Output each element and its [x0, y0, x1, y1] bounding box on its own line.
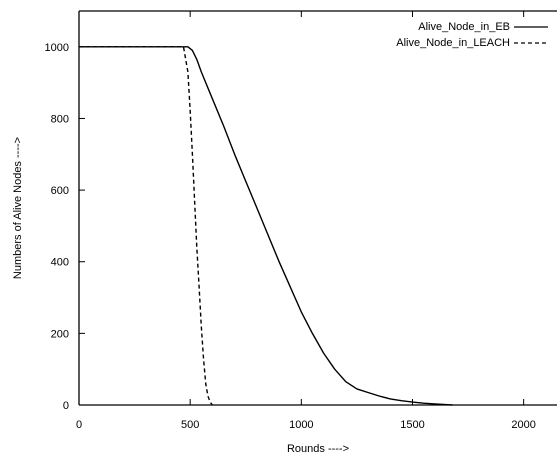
- x-tick-label: 500: [181, 419, 199, 431]
- y-tick-label: 0: [63, 400, 69, 412]
- y-tick-label: 1000: [45, 42, 69, 54]
- legend-label-eb: Alive_Node_in_EB: [418, 21, 510, 33]
- x-tick-label: 2000: [511, 419, 535, 431]
- x-axis-label: Rounds ---->: [287, 443, 349, 455]
- y-tick-label: 800: [51, 113, 69, 125]
- legend-label-leach: Alive_Node_in_LEACH: [396, 37, 510, 49]
- y-tick-label: 200: [51, 328, 69, 340]
- y-axis-label: Numbers of Alive Nodes ---->: [12, 137, 24, 279]
- y-tick-label: 600: [51, 185, 69, 197]
- y-tick-label: 400: [51, 257, 69, 269]
- series-lines: [79, 46, 453, 406]
- ticks: 0 500 1000 1500 2000 0 200 400 600 800 1000: [45, 11, 536, 431]
- legend: Alive_Node_in_EB Alive_Node_in_LEACH: [396, 21, 548, 49]
- x-tick-label: 1500: [400, 419, 424, 431]
- x-tick-label: 0: [76, 419, 82, 431]
- series-line-leach: [79, 46, 213, 406]
- axes: [78, 10, 557, 406]
- series-line-eb: [79, 46, 453, 406]
- x-tick-label: 1000: [289, 419, 313, 431]
